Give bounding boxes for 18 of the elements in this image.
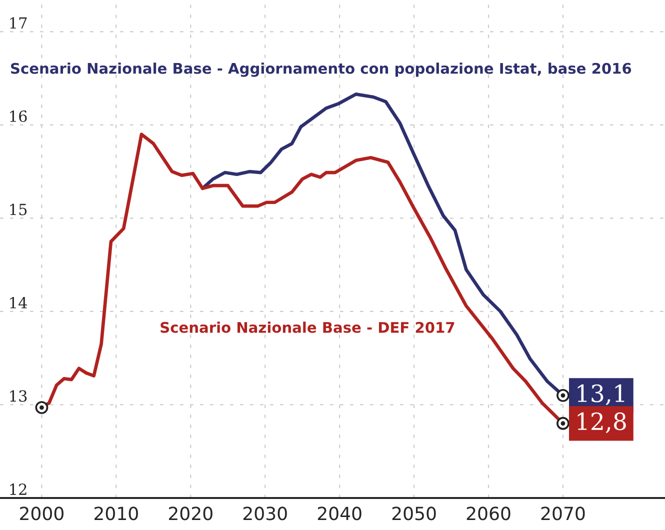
x-tick-label: 2040 — [318, 506, 362, 520]
y-tick-label: 12 — [10, 483, 26, 495]
x-tick-label: 2020 — [168, 506, 212, 520]
x-tick-label: 2050 — [392, 506, 436, 520]
x-tick-label: 2060 — [466, 506, 510, 520]
x-tick-label: 2070 — [541, 506, 585, 520]
data-label: 12,8 — [578, 412, 626, 434]
x-tick-label: 2000 — [20, 506, 64, 520]
y-tick-label: 15 — [10, 204, 27, 216]
y-tick-label: 16 — [10, 110, 27, 122]
x-tick-label: 2010 — [94, 506, 138, 520]
y-tick-label: 14 — [10, 296, 28, 308]
text: Scenario Nazionale Base - Aggiornamento con popolazione Istat, base 2016 — [11, 62, 632, 77]
y-tick-label: 13 — [10, 390, 27, 402]
x-tick-label: 2030 — [243, 506, 287, 520]
y-tick-label: 17 — [10, 17, 27, 29]
series-label: Scenario Nazionale Base - DEF 2017 — [160, 322, 454, 333]
data-label: 13,1 — [578, 384, 624, 406]
